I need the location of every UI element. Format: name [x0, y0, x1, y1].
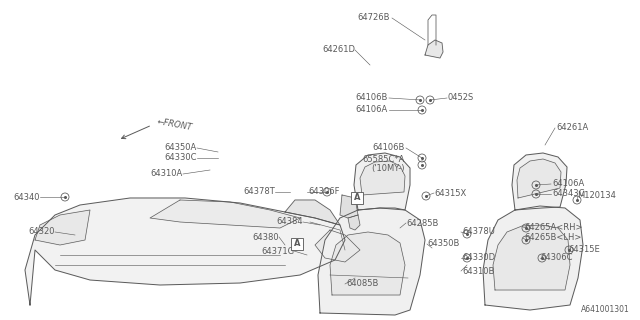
Polygon shape	[425, 40, 443, 58]
Polygon shape	[493, 225, 570, 290]
Text: 64285B: 64285B	[406, 219, 438, 228]
Text: 64261D: 64261D	[322, 45, 355, 54]
Polygon shape	[330, 232, 405, 295]
Text: 64726B: 64726B	[358, 13, 390, 22]
Text: 64350A: 64350A	[164, 143, 197, 153]
Text: 64315X: 64315X	[434, 188, 467, 197]
Text: 64106B: 64106B	[372, 143, 405, 153]
Polygon shape	[348, 215, 360, 230]
Text: 64350B: 64350B	[427, 239, 460, 249]
Polygon shape	[354, 153, 410, 210]
Polygon shape	[150, 200, 300, 228]
Polygon shape	[25, 198, 345, 305]
Polygon shape	[483, 206, 583, 310]
Polygon shape	[512, 153, 567, 210]
Text: 64320: 64320	[29, 228, 55, 236]
Text: 64306F: 64306F	[308, 188, 339, 196]
Text: 64106A: 64106A	[356, 106, 388, 115]
Text: 64106A: 64106A	[552, 180, 584, 188]
Polygon shape	[318, 208, 425, 315]
Text: 65585C*A: 65585C*A	[363, 155, 405, 164]
Text: 64265A<RH>: 64265A<RH>	[524, 222, 582, 231]
Text: 64315E: 64315E	[568, 244, 600, 253]
Text: A: A	[354, 194, 360, 203]
Text: A641001301: A641001301	[581, 305, 630, 314]
Text: ←FRONT: ←FRONT	[156, 117, 193, 132]
Text: M120134: M120134	[577, 191, 616, 201]
Text: 64106B: 64106B	[356, 93, 388, 102]
Polygon shape	[340, 195, 358, 218]
Text: ('10MY-): ('10MY-)	[371, 164, 405, 173]
FancyBboxPatch shape	[351, 192, 363, 204]
Text: 0452S: 0452S	[448, 93, 474, 102]
Text: 64310A: 64310A	[151, 170, 183, 179]
Text: 64378U: 64378U	[462, 228, 495, 236]
Text: 64310B: 64310B	[462, 267, 494, 276]
Text: 64340: 64340	[13, 193, 40, 202]
Polygon shape	[285, 200, 340, 225]
Text: 64384: 64384	[276, 218, 303, 227]
Text: 64343C: 64343C	[552, 189, 584, 198]
Text: 64378T: 64378T	[243, 188, 275, 196]
Text: 64306C: 64306C	[540, 253, 573, 262]
Text: 64330D: 64330D	[462, 253, 495, 262]
Text: 64380: 64380	[252, 233, 279, 242]
Text: 64085B: 64085B	[346, 279, 378, 289]
Polygon shape	[360, 161, 405, 195]
Text: 64330C: 64330C	[164, 154, 197, 163]
Polygon shape	[35, 210, 90, 245]
Polygon shape	[315, 230, 360, 262]
Text: 64261A: 64261A	[556, 124, 588, 132]
Polygon shape	[517, 159, 561, 198]
FancyBboxPatch shape	[291, 238, 303, 250]
Text: 64265B<LH>: 64265B<LH>	[524, 234, 581, 243]
Text: 64371G: 64371G	[262, 246, 295, 255]
Text: A: A	[294, 239, 300, 249]
